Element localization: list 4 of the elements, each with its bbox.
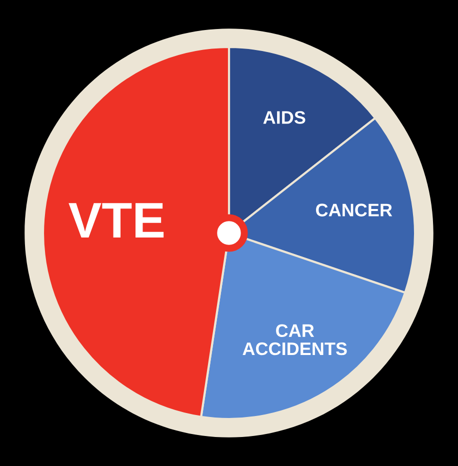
slice-label: VTE (68, 203, 164, 238)
slice-label: CAR ACCIDENTS (242, 324, 347, 356)
slice-label: AIDS (263, 111, 306, 124)
slice-label: CANCER (316, 204, 392, 216)
